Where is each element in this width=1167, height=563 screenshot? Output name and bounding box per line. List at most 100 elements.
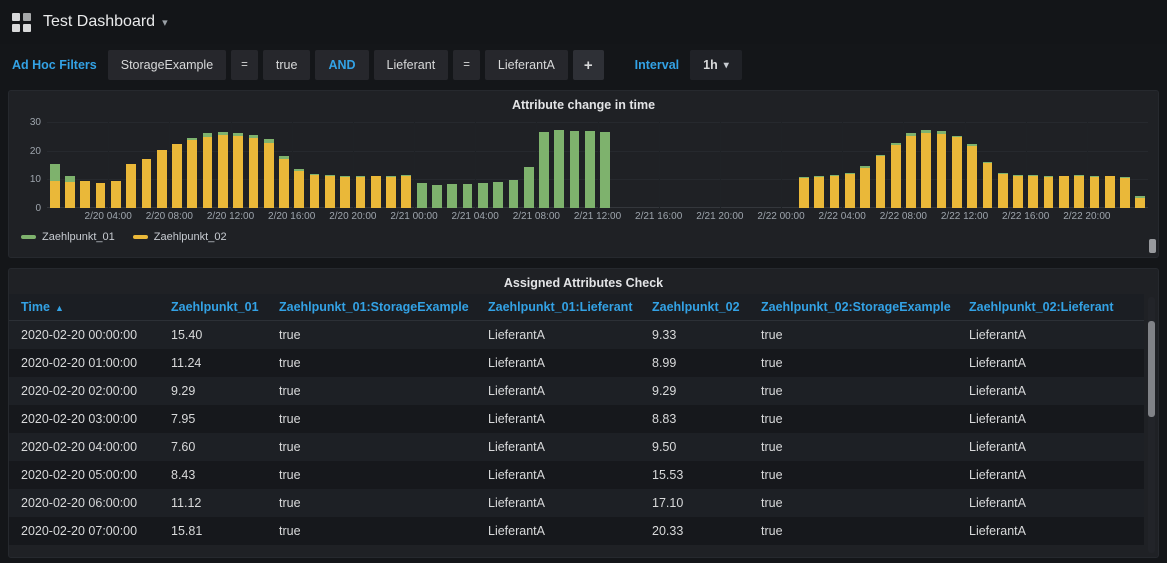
bar-Zaehlpunkt_02 — [386, 177, 396, 208]
table-cell: 9.29 — [640, 377, 749, 405]
y-tick-label: 30 — [30, 117, 41, 128]
table-cell: 7.60 — [159, 433, 267, 461]
column-header-time[interactable]: Time▲ — [9, 294, 159, 321]
table-row: 2020-02-20 05:00:008.43trueLieferantA15.… — [9, 461, 1144, 489]
gridline — [536, 122, 537, 208]
bar-Zaehlpunkt_01 — [478, 183, 488, 208]
table-cell: true — [749, 433, 957, 461]
column-header-zaehlpunkt_01:lieferant[interactable]: Zaehlpunkt_01:Lieferant — [476, 294, 640, 321]
filter-operator-chip[interactable]: = — [231, 50, 258, 80]
bar-Zaehlpunkt_02 — [249, 138, 259, 208]
attributes-table: Time▲Zaehlpunkt_01Zaehlpunkt_01:StorageE… — [9, 294, 1144, 545]
table-cell: true — [267, 461, 476, 489]
table-cell: 8.99 — [640, 349, 749, 377]
table-cell: true — [749, 349, 957, 377]
table-cell: 2020-02-20 06:00:00 — [9, 489, 159, 517]
bar-Zaehlpunkt_02 — [1028, 176, 1038, 208]
x-tick-label: 2/20 16:00 — [268, 211, 315, 222]
filter-value-chip[interactable]: true — [263, 50, 311, 80]
bar-Zaehlpunkt_02 — [891, 145, 901, 208]
table-cell: 8.83 — [640, 405, 749, 433]
panel-scrollbar-thumb[interactable] — [1149, 239, 1156, 253]
x-tick-label: 2/21 08:00 — [513, 211, 560, 222]
dashboards-grid-icon[interactable] — [12, 13, 31, 32]
filter-value-chip[interactable]: LieferantA — [485, 50, 568, 80]
dashboard-submenu: Ad Hoc Filters StorageExample = true AND… — [0, 44, 1167, 86]
table-cell: LieferantA — [476, 489, 640, 517]
filter-key-chip[interactable]: StorageExample — [108, 50, 226, 80]
x-tick-label: 2/20 08:00 — [146, 211, 193, 222]
bar-Zaehlpunkt_02 — [157, 150, 167, 208]
bar-Zaehlpunkt_02 — [356, 177, 366, 208]
table-cell: 2020-02-20 02:00:00 — [9, 377, 159, 405]
bar-Zaehlpunkt_02 — [1090, 177, 1100, 208]
table-cell: 7.95 — [159, 405, 267, 433]
legend-item-Zaehlpunkt_01[interactable]: Zaehlpunkt_01 — [21, 231, 115, 243]
bar-Zaehlpunkt_02 — [65, 182, 75, 208]
bar-Zaehlpunkt_01 — [600, 132, 610, 208]
gridline — [1087, 122, 1088, 208]
table-cell: true — [267, 489, 476, 517]
chart-legend: Zaehlpunkt_01 Zaehlpunkt_02 — [21, 228, 1148, 246]
bar-Zaehlpunkt_02 — [937, 134, 947, 208]
bar-chart: 0102030 2/20 04:002/20 08:002/20 12:002/… — [17, 122, 1148, 246]
gridline — [965, 122, 966, 208]
column-header-zaehlpunkt_01[interactable]: Zaehlpunkt_01 — [159, 294, 267, 321]
bar-Zaehlpunkt_02 — [371, 176, 381, 208]
table-cell: LieferantA — [957, 321, 1144, 349]
gridline — [781, 122, 782, 208]
interval-value: 1h — [703, 58, 718, 72]
legend-swatch — [133, 235, 148, 239]
table-row: 2020-02-20 06:00:0011.12trueLieferantA17… — [9, 489, 1144, 517]
x-axis: 2/20 04:002/20 08:002/20 12:002/20 16:00… — [47, 208, 1148, 224]
table-cell: true — [749, 377, 957, 405]
x-tick-label: 2/22 08:00 — [880, 211, 927, 222]
table-scrollbar-track[interactable] — [1148, 297, 1155, 553]
dashboard-title-dropdown[interactable]: Test Dashboard ▾ — [43, 13, 168, 31]
x-tick-label: 2/22 20:00 — [1063, 211, 1110, 222]
x-tick-label: 2/21 12:00 — [574, 211, 621, 222]
bar-Zaehlpunkt_02 — [126, 164, 136, 208]
bar-Zaehlpunkt_02 — [830, 176, 840, 208]
table-cell: 11.12 — [159, 489, 267, 517]
bar-Zaehlpunkt_02 — [983, 163, 993, 208]
interval-select[interactable]: 1h ▾ — [690, 50, 742, 80]
table-cell: 15.81 — [159, 517, 267, 545]
bar-Zaehlpunkt_02 — [264, 143, 274, 208]
table-cell: 11.24 — [159, 349, 267, 377]
bar-Zaehlpunkt_02 — [998, 174, 1008, 208]
bar-Zaehlpunkt_01 — [524, 167, 534, 208]
table-cell: 15.40 — [159, 321, 267, 349]
x-tick-label: 2/22 12:00 — [941, 211, 988, 222]
table-cell: LieferantA — [957, 489, 1144, 517]
filter-operator-chip[interactable]: = — [453, 50, 480, 80]
bar-Zaehlpunkt_02 — [876, 156, 886, 208]
column-header-zaehlpunkt_02[interactable]: Zaehlpunkt_02 — [640, 294, 749, 321]
top-nav-bar: Test Dashboard ▾ — [0, 0, 1167, 44]
bar-Zaehlpunkt_01 — [493, 182, 503, 208]
bar-Zaehlpunkt_02 — [1044, 177, 1054, 208]
filter-condition-chip[interactable]: AND — [315, 50, 368, 80]
bar-Zaehlpunkt_02 — [279, 159, 289, 208]
legend-item-Zaehlpunkt_02[interactable]: Zaehlpunkt_02 — [133, 231, 227, 243]
bar-Zaehlpunkt_02 — [1059, 176, 1069, 208]
x-tick-label: 2/21 00:00 — [390, 211, 437, 222]
table-cell: 2020-02-20 03:00:00 — [9, 405, 159, 433]
gridline — [1026, 122, 1027, 208]
filter-key-chip[interactable]: Lieferant — [374, 50, 449, 80]
column-header-zaehlpunkt_01:storageexample[interactable]: Zaehlpunkt_01:StorageExample — [267, 294, 476, 321]
x-tick-label: 2/22 04:00 — [819, 211, 866, 222]
bar-Zaehlpunkt_02 — [921, 133, 931, 208]
chart-panel-title[interactable]: Attribute change in time — [9, 91, 1158, 116]
gridline — [659, 122, 660, 208]
table-cell: LieferantA — [476, 461, 640, 489]
table-scrollbar-thumb[interactable] — [1148, 321, 1155, 417]
column-header-zaehlpunkt_02:lieferant[interactable]: Zaehlpunkt_02:Lieferant — [957, 294, 1144, 321]
add-filter-button[interactable]: + — [573, 50, 604, 80]
table-cell: true — [267, 405, 476, 433]
bar-Zaehlpunkt_02 — [233, 136, 243, 208]
column-header-zaehlpunkt_02:storageexample[interactable]: Zaehlpunkt_02:StorageExample — [749, 294, 957, 321]
x-tick-label: 2/20 04:00 — [85, 211, 132, 222]
table-panel-title[interactable]: Assigned Attributes Check — [9, 269, 1158, 294]
table-cell: true — [267, 433, 476, 461]
